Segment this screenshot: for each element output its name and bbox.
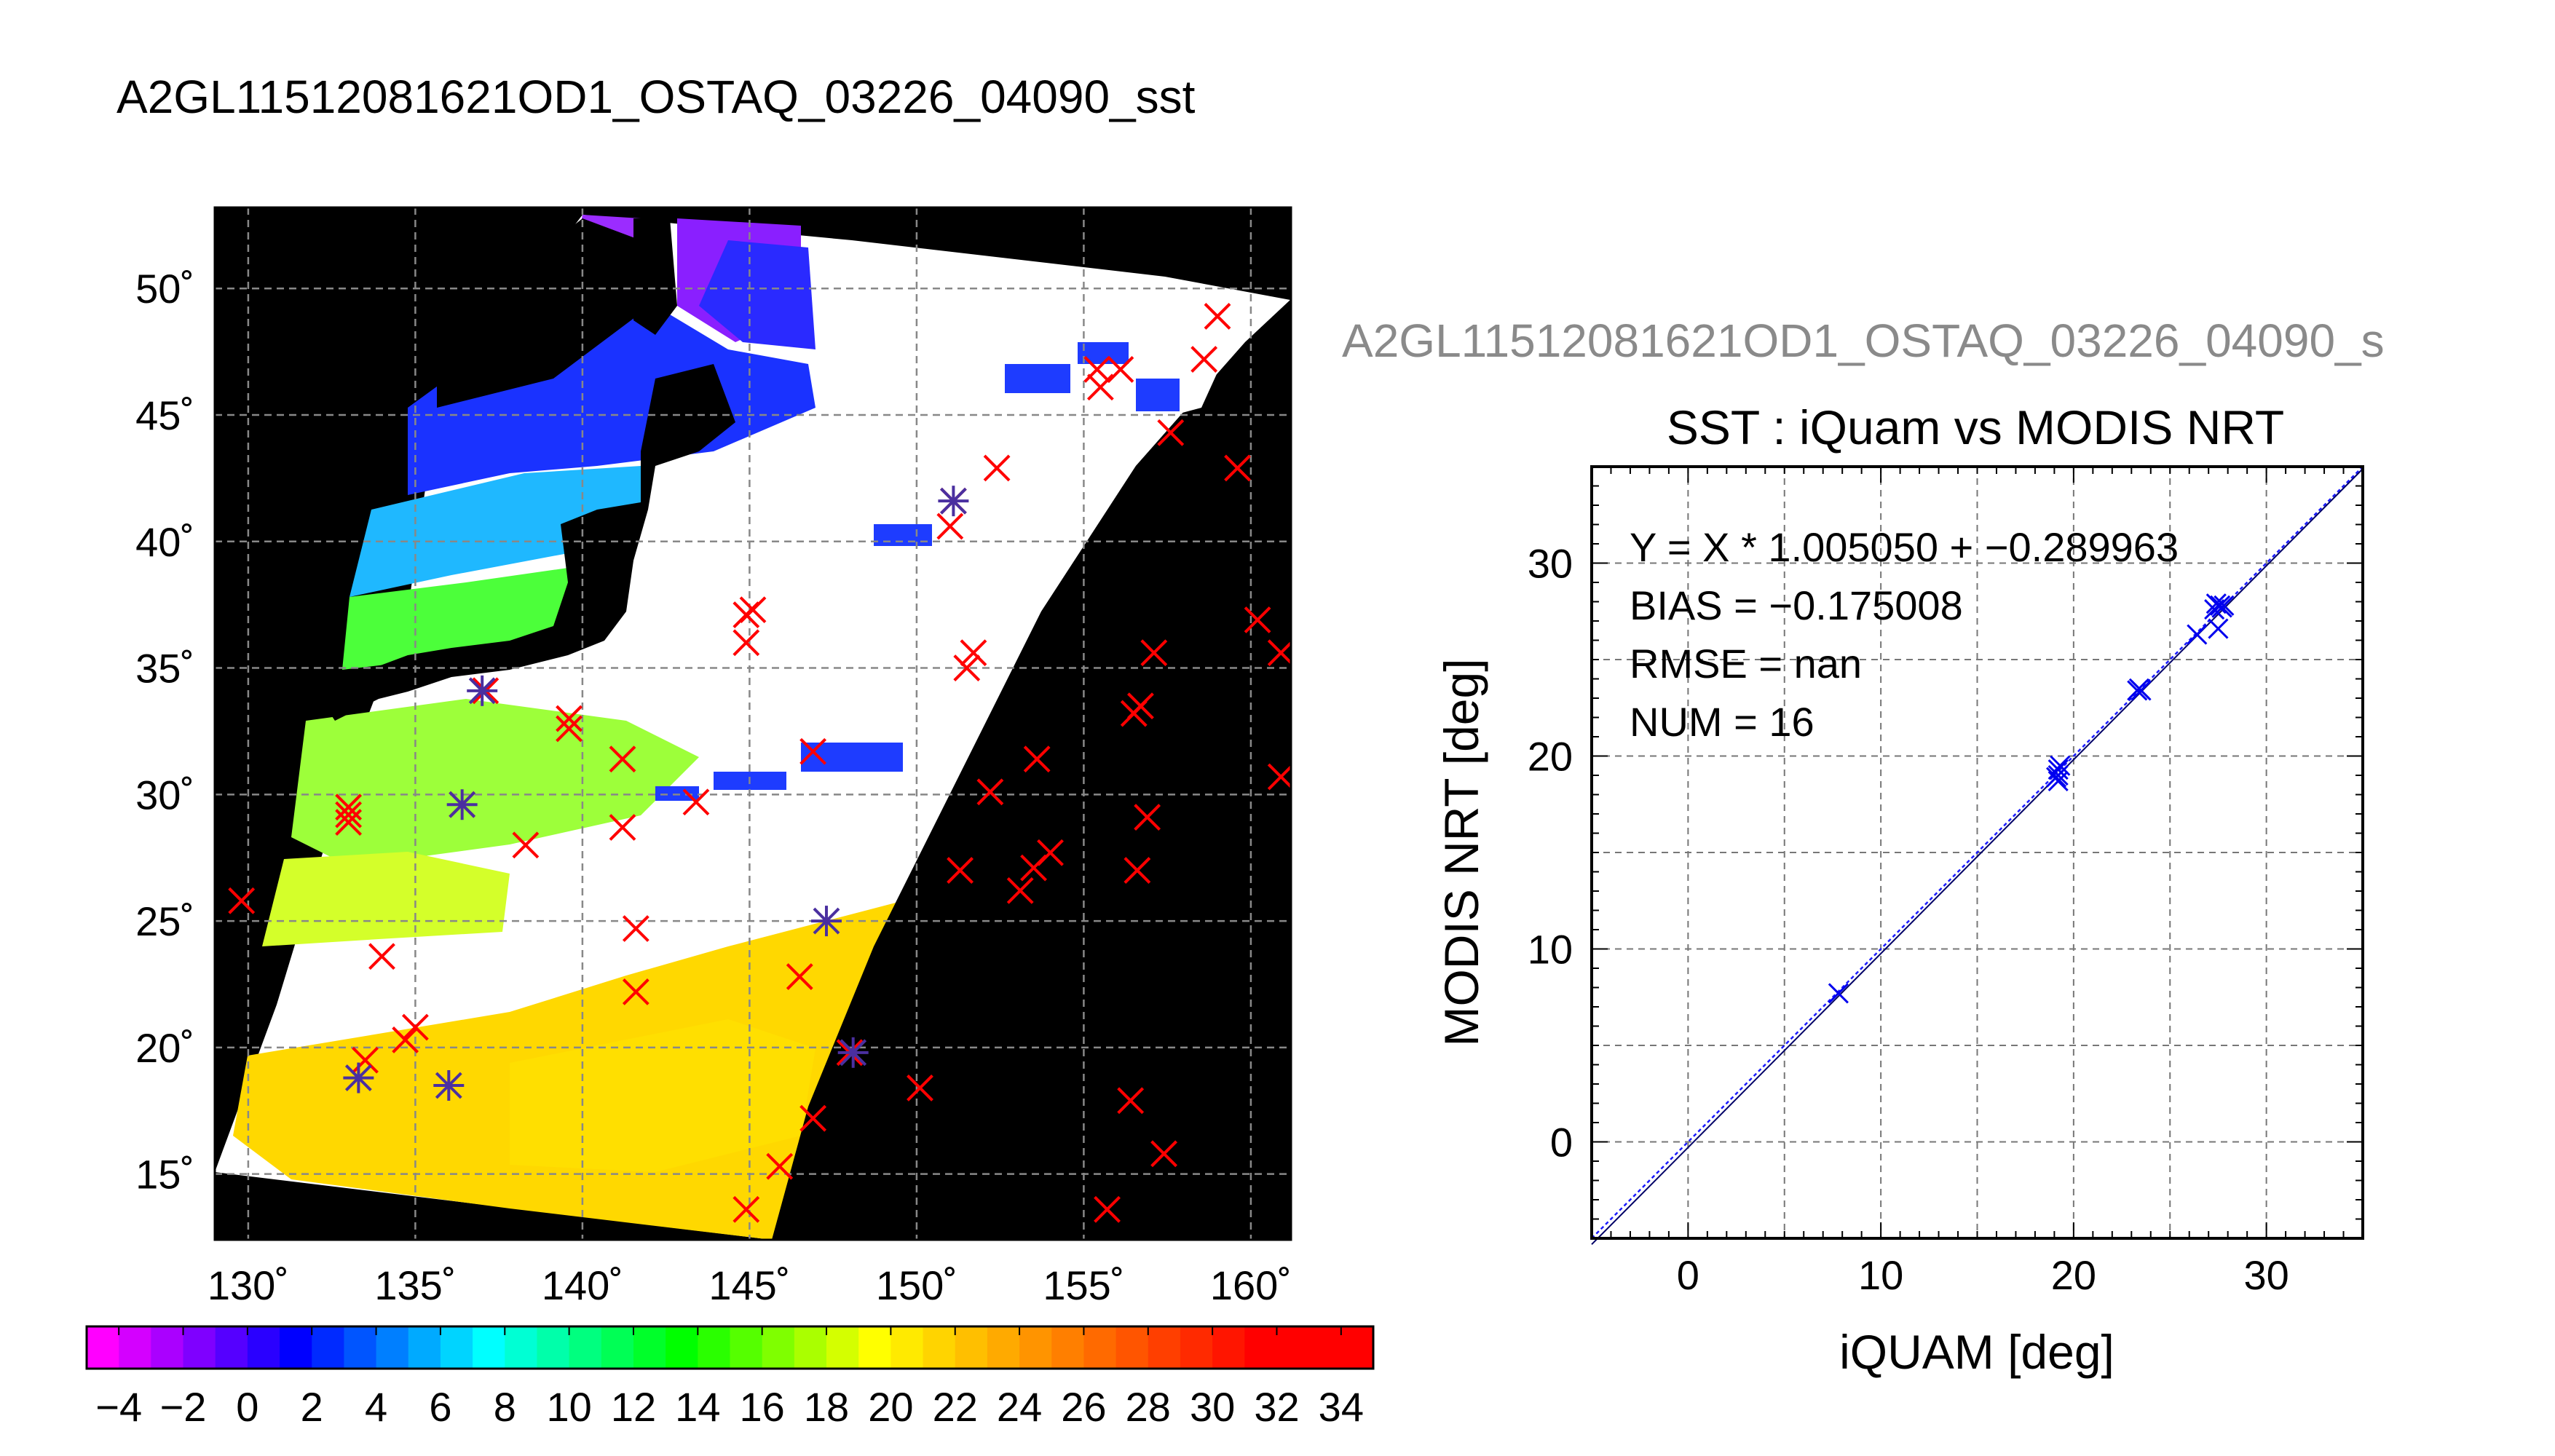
map-point-x bbox=[786, 963, 813, 990]
map-point-x bbox=[960, 639, 987, 667]
map-x-tick-label: 155˚ bbox=[1043, 1262, 1124, 1308]
map-point-x bbox=[1204, 303, 1231, 330]
map-point-x bbox=[907, 1075, 933, 1101]
map-point-x bbox=[732, 629, 760, 657]
map-point-x bbox=[228, 887, 256, 914]
map-point-x bbox=[622, 915, 649, 942]
map-x-tick-label: 150˚ bbox=[876, 1262, 957, 1308]
map-x-tick-label: 145˚ bbox=[708, 1262, 790, 1308]
map-point-x bbox=[335, 801, 363, 828]
map-point-asterisk bbox=[467, 675, 498, 706]
map-y-tick-label: 20˚ bbox=[135, 1025, 194, 1071]
swath-blue-north-2 bbox=[699, 240, 816, 349]
map-y-tick-label: 40˚ bbox=[135, 519, 194, 565]
map-point-x bbox=[609, 814, 636, 841]
map-point-x bbox=[1083, 356, 1111, 383]
swath-edge-black bbox=[772, 300, 1291, 1240]
map-y-tick-labels: 15˚ 20˚ 25˚ 30˚ 35˚ 40˚ 45˚ 50˚ bbox=[135, 266, 194, 1197]
map-point-x bbox=[1140, 639, 1168, 667]
map-y-tick-label: 25˚ bbox=[135, 898, 194, 944]
map-point-x bbox=[1006, 877, 1034, 904]
swath-yellowgreen bbox=[262, 852, 510, 946]
map-plot-area: 130˚ 135˚ 140˚ 145˚ 150˚ 155˚ 160˚ 15˚ 20˚ 25˚ 30… bbox=[135, 206, 1292, 1308]
map-point-x bbox=[1023, 745, 1051, 773]
map-point-x bbox=[976, 778, 1004, 806]
map-x-tick-labels: 130˚ 135˚ 140˚ 145˚ 150˚ 155˚ 160˚ bbox=[208, 1262, 1292, 1308]
map-point-x bbox=[512, 831, 540, 859]
map-point-x bbox=[392, 1026, 419, 1053]
map-point-x bbox=[1037, 839, 1064, 866]
map-y-tick-label: 15˚ bbox=[135, 1152, 194, 1198]
map-point-x bbox=[401, 1013, 429, 1041]
map-point-x bbox=[732, 1195, 760, 1223]
map-point-x bbox=[556, 715, 583, 743]
map-point-x bbox=[1244, 606, 1271, 633]
land-japan bbox=[320, 364, 735, 721]
map-point-x bbox=[1157, 419, 1185, 446]
overlay-file-title: A2GL11512081621OD1_OSTAQ_03226_04090_s bbox=[1342, 314, 2385, 367]
map-point-x bbox=[1086, 373, 1114, 401]
map-point-x bbox=[1150, 1140, 1177, 1168]
map-point-x bbox=[936, 513, 964, 540]
map-point-x bbox=[682, 788, 710, 816]
map-point-x bbox=[556, 705, 583, 732]
map-x-tick-label: 135˚ bbox=[374, 1262, 456, 1308]
swath-cyan bbox=[350, 466, 641, 597]
map-x-tick-label: 140˚ bbox=[542, 1262, 623, 1308]
swath-yellow-2 bbox=[510, 1019, 816, 1172]
map-gridlines bbox=[215, 207, 1291, 1240]
map-point-asterisk bbox=[343, 1062, 374, 1093]
map-point-x bbox=[1267, 763, 1291, 791]
map-y-tick-label: 50˚ bbox=[135, 266, 194, 312]
map-point-x bbox=[1224, 454, 1251, 482]
map-point-x bbox=[1124, 857, 1151, 884]
map-point-x bbox=[1127, 692, 1154, 720]
map-point-x bbox=[799, 737, 827, 765]
map-point-x bbox=[1094, 1195, 1121, 1223]
map-markers bbox=[228, 303, 1291, 1223]
map-point-asterisk bbox=[837, 1037, 869, 1068]
map-x-tick-label: 130˚ bbox=[208, 1262, 289, 1308]
map-point-x bbox=[1107, 356, 1134, 383]
satellite-swath bbox=[215, 207, 1291, 1240]
map-point-x bbox=[622, 978, 649, 1005]
map-point-asterisk bbox=[446, 789, 478, 820]
main-title: A2GL11512081621OD1_OSTAQ_03226_04090_sst bbox=[117, 71, 1196, 123]
map-y-tick-label: 30˚ bbox=[135, 772, 194, 818]
map-point-x bbox=[799, 1104, 827, 1132]
map-point-x bbox=[609, 745, 636, 773]
map-point-x bbox=[368, 943, 395, 970]
map-point-asterisk bbox=[810, 906, 842, 937]
map-point-x bbox=[1134, 804, 1161, 831]
map-point-x bbox=[983, 454, 1011, 482]
map-x-tick-label: 160˚ bbox=[1210, 1262, 1292, 1308]
map-frame bbox=[213, 206, 1292, 1241]
swath-green-south bbox=[291, 699, 699, 866]
swath-green bbox=[342, 568, 568, 670]
map-point-x bbox=[1267, 639, 1291, 667]
map-point-x bbox=[739, 596, 767, 624]
map-point-x bbox=[1117, 1087, 1145, 1115]
map-point-x bbox=[1190, 346, 1218, 373]
land-korea bbox=[437, 218, 641, 408]
map-y-tick-label: 45˚ bbox=[135, 392, 194, 438]
map-point-x bbox=[352, 1046, 379, 1074]
map-point-x bbox=[335, 794, 363, 821]
map-point-asterisk bbox=[433, 1069, 465, 1101]
map-y-tick-label: 35˚ bbox=[135, 646, 194, 692]
map-point-x bbox=[766, 1152, 794, 1180]
map-point-asterisk bbox=[938, 486, 969, 517]
land-sakhalin bbox=[633, 218, 677, 335]
map-point-x bbox=[953, 654, 981, 681]
map-point-x bbox=[947, 857, 974, 884]
